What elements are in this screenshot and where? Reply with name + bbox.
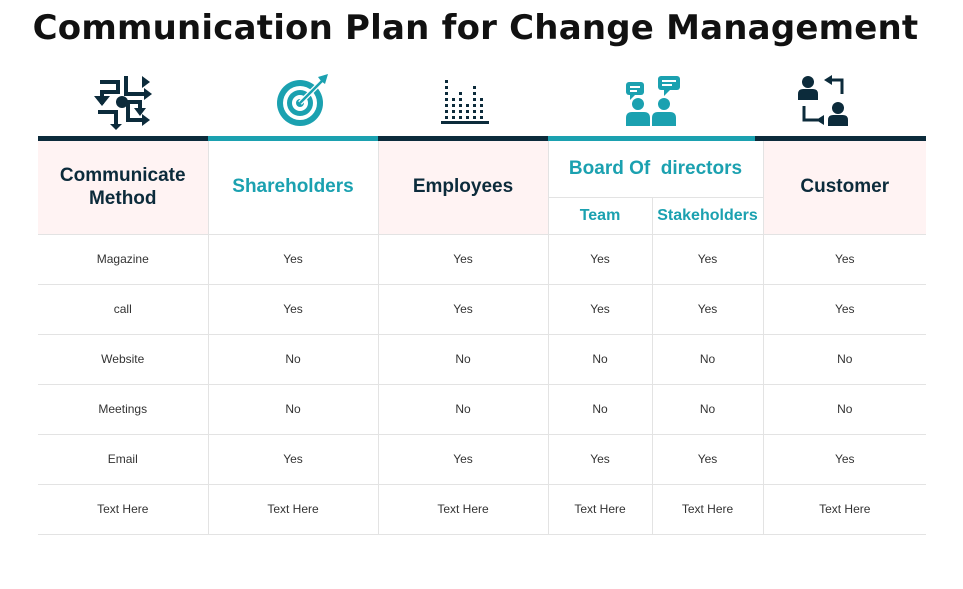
cell-employees: Yes [377,433,549,485]
cell-customer: Yes [762,233,926,285]
header-communicate-method: Communicate Method [38,141,209,235]
cell-shareholders: No [207,333,379,385]
cell-method: call [38,283,209,335]
cell-shareholders: Yes [207,283,379,335]
table-row: Email Yes Yes Yes Yes Yes [38,433,926,485]
header-bar-method [38,136,208,141]
header-bar-employees [378,136,548,141]
cell-customer: Text Here [762,483,926,535]
cell-stakeholders: Yes [651,233,764,285]
cell-customer: Yes [762,283,926,335]
header-bar-board [548,136,755,141]
cell-team: No [547,333,653,385]
icon-row [38,72,926,130]
directions-arrows-icon [92,72,152,130]
header-stakeholders: Stakeholders [651,196,763,235]
cell-employees: No [377,333,549,385]
cell-stakeholders: Yes [651,283,764,335]
header-employees: Employees [377,141,549,235]
cell-stakeholders: No [651,383,764,435]
cell-employees: No [377,383,549,435]
cell-stakeholders: No [651,333,764,385]
cell-team: No [547,383,653,435]
cell-team: Yes [547,283,653,335]
cell-method: Email [38,433,209,485]
exchange-users-icon [794,72,854,130]
cell-customer: No [762,383,926,435]
cell-shareholders: Yes [207,433,379,485]
header-customer: Customer [762,141,926,235]
cell-employees: Yes [377,283,549,335]
bar-chart-icon [435,72,495,130]
table-row: Text Here Text Here Text Here Text Here … [38,483,926,535]
cell-customer: Yes [762,433,926,485]
cell-shareholders: Text Here [207,483,379,535]
target-icon [272,72,332,130]
cell-method: Meetings [38,383,209,435]
page-title: Communication Plan for Change Management [32,8,919,48]
cell-employees: Text Here [377,483,549,535]
cell-method: Website [38,333,209,385]
header-bar-shareholders [208,136,378,141]
communication-table: Communicate Method Shareholders Employees… [38,141,926,535]
cell-stakeholders: Text Here [651,483,764,535]
conversation-icon [624,72,684,130]
cell-method: Magazine [38,233,209,285]
cell-employees: Yes [377,233,549,285]
cell-team: Text Here [547,483,653,535]
table-row: Meetings No No No No No [38,383,926,435]
header-bar-customer [755,136,926,141]
table-row: call Yes Yes Yes Yes Yes [38,283,926,335]
cell-shareholders: Yes [207,233,379,285]
header-team: Team [548,196,653,235]
table-row: Website No No No No No [38,333,926,385]
cell-shareholders: No [207,383,379,435]
header-board-of-directors: Board Of directors [547,141,764,198]
cell-method: Text Here [38,483,209,535]
cell-team: Yes [547,433,653,485]
cell-team: Yes [547,233,653,285]
header-shareholders: Shareholders [207,141,379,235]
cell-customer: No [762,333,926,385]
table-row: Magazine Yes Yes Yes Yes Yes [38,233,926,285]
cell-stakeholders: Yes [651,433,764,485]
